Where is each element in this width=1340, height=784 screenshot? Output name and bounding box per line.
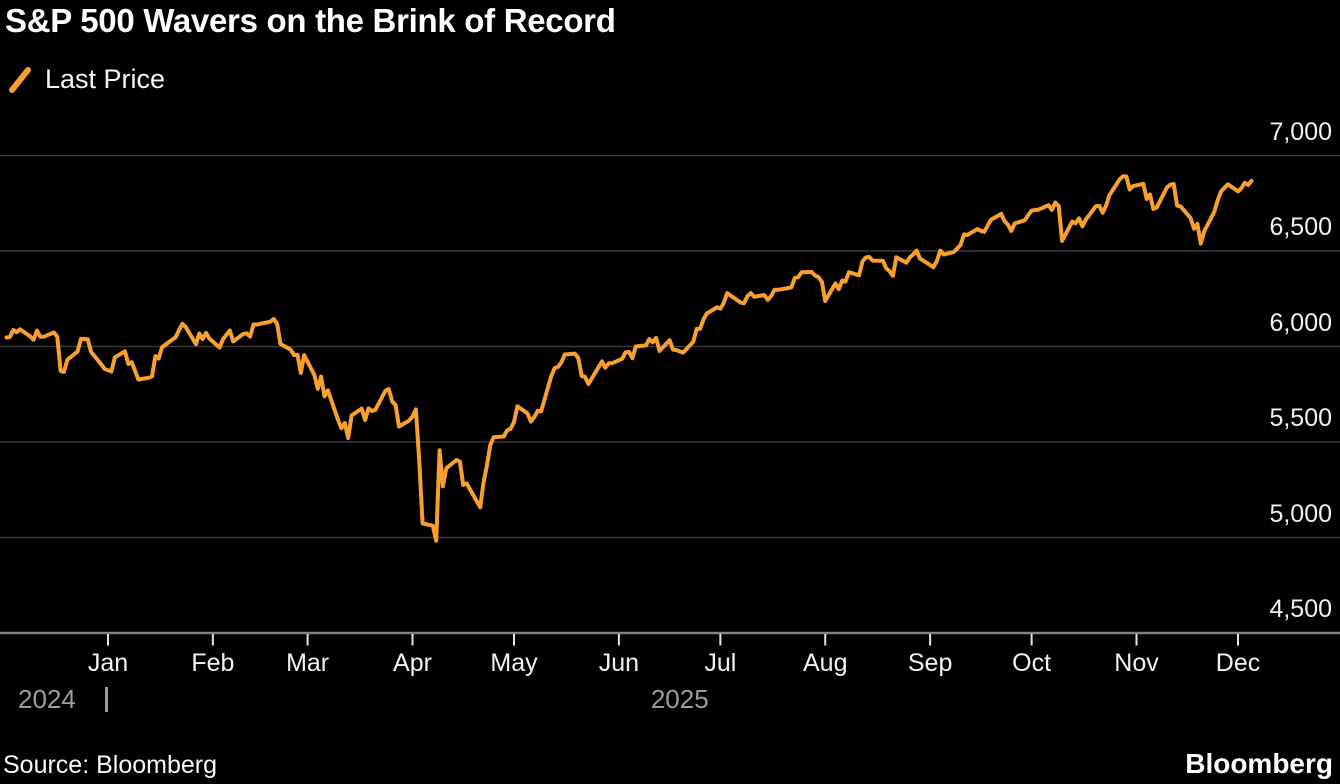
y-tick-label: 5,000 xyxy=(1269,499,1332,528)
y-tick-label: 5,500 xyxy=(1269,404,1332,432)
x-tick-label: May xyxy=(490,649,538,677)
x-tick-label: Jun xyxy=(598,649,640,677)
slash-icon xyxy=(7,65,33,95)
legend-label: Last Price xyxy=(45,64,166,94)
x-tick-label: Nov xyxy=(1114,649,1159,677)
y-tick-label: 6,500 xyxy=(1269,213,1332,241)
x-tick-label: Dec xyxy=(1215,649,1261,677)
last-price-line xyxy=(4,174,1254,543)
legend: Last Price xyxy=(7,64,165,95)
year-separator xyxy=(104,687,108,712)
page-title: S&P 500 Wavers on the Brink of Record xyxy=(5,2,616,39)
y-tick-label: 6,000 xyxy=(1269,308,1332,337)
x-tick-label: Jan xyxy=(87,649,129,677)
x-tick-label: Apr xyxy=(393,649,432,677)
x-tick-label: Aug xyxy=(802,649,848,677)
x-tick-label: Oct xyxy=(1012,649,1052,677)
bloomberg-logo: Bloomberg xyxy=(1185,748,1333,779)
source-text: Source: Bloomberg xyxy=(3,751,218,779)
y-tick-label: 4,500 xyxy=(1269,595,1332,623)
x-tick-label: Sep xyxy=(907,649,953,677)
x-tick-label: Feb xyxy=(191,649,235,677)
year-label-2024: 2024 xyxy=(18,684,76,714)
x-tick-label: Jul xyxy=(704,649,737,677)
y-tick-label: 7,000 xyxy=(1269,117,1332,146)
year-label-2025: 2025 xyxy=(650,684,709,714)
x-tick-label: Mar xyxy=(286,649,330,677)
